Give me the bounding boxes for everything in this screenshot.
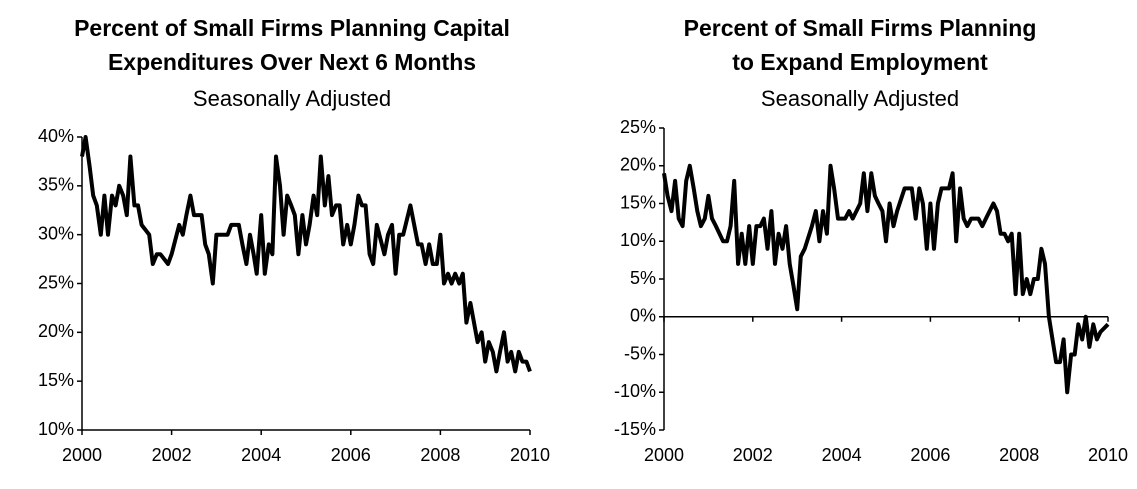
y-tick-label: 15%: [38, 370, 74, 390]
chart-title: Percent of Small Firms Planning Capital: [74, 15, 510, 41]
x-tick-label: 2006: [331, 445, 371, 465]
x-tick-label: 2008: [420, 445, 460, 465]
x-tick-label: 2010: [510, 445, 550, 465]
y-tick-label: 40%: [38, 126, 74, 146]
y-tick-label: -15%: [614, 419, 656, 439]
y-tick-label: 20%: [620, 155, 656, 175]
chart-subtitle: Seasonally Adjusted: [761, 86, 959, 111]
chart-title: Percent of Small Firms Planning: [684, 15, 1037, 41]
y-tick-label: 35%: [38, 175, 74, 195]
data-line: [662, 163, 1110, 395]
x-tick-label: 2008: [999, 445, 1039, 465]
x-tick-label: 2002: [152, 445, 192, 465]
x-tick-label: 2010: [1088, 445, 1128, 465]
chart-left: Percent of Small Firms Planning Capital …: [38, 15, 550, 465]
chart-title: Expenditures Over Next 6 Months: [108, 49, 476, 75]
y-tick-label: 0%: [630, 306, 656, 326]
y-tick-label: -5%: [624, 343, 656, 363]
chart-subtitle: Seasonally Adjusted: [193, 86, 391, 111]
x-tick-label: 2004: [822, 445, 862, 465]
y-tick-label: 30%: [38, 223, 74, 243]
chart-title: to Expand Employment: [732, 49, 988, 75]
x-tick-label: 2006: [910, 445, 950, 465]
y-tick-label: 10%: [620, 230, 656, 250]
y-tick-label: 10%: [38, 419, 74, 439]
x-tick-label: 2002: [733, 445, 773, 465]
y-tick-label: 15%: [620, 192, 656, 212]
y-tick-label: -10%: [614, 381, 656, 401]
y-tick-label: 20%: [38, 321, 74, 341]
data-line: [80, 135, 532, 374]
y-tick-label: 25%: [620, 117, 656, 137]
y-tick-label: 5%: [630, 268, 656, 288]
chart-right: Percent of Small Firms Planning to Expan…: [614, 15, 1128, 465]
x-tick-label: 2000: [644, 445, 684, 465]
x-tick-label: 2000: [62, 445, 102, 465]
x-tick-label: 2004: [241, 445, 281, 465]
y-tick-label: 25%: [38, 272, 74, 292]
